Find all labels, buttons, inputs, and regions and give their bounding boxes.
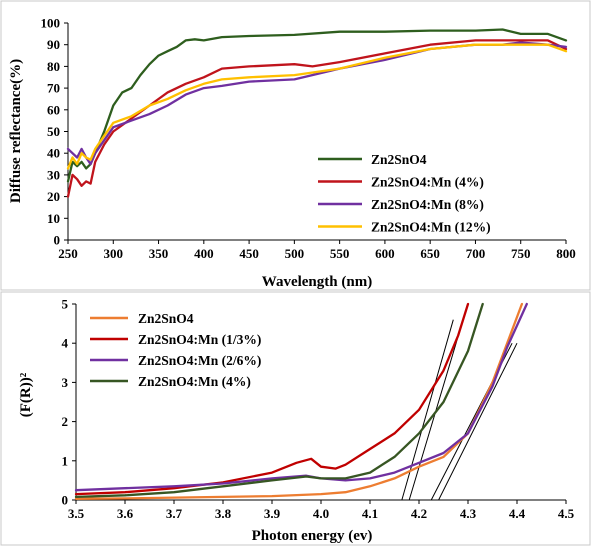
y-tick-label: 60 <box>47 102 60 117</box>
y-tick-label: 30 <box>47 167 60 182</box>
x-tick-label: 4.2 <box>411 506 427 521</box>
y-tick-label: 4 <box>62 336 69 351</box>
reflectance-legend: Zn2SnO4 Zn2SnO4:Mn (4%) Zn2SnO4:Mn (8%) Zn2… <box>318 152 491 235</box>
x-tick-label: 550 <box>330 246 350 261</box>
legend-label-2: Zn2SnO4:Mn (4%) <box>371 175 484 190</box>
reflectance-chart: Zn2SnO4 Zn2SnO4:Mn (4%) Zn2SnO4:Mn (8%) Zn2… <box>8 16 576 291</box>
y-tick-label: 0 <box>62 493 69 508</box>
x-tick-label: 700 <box>466 246 486 261</box>
series-line-2 <box>66 39 568 198</box>
panel-top-frame <box>0 0 591 291</box>
x-tick-label: 250 <box>58 246 78 261</box>
series-line-4 <box>74 302 484 499</box>
y-tick-label: 40 <box>47 146 60 161</box>
x-tick-label: 450 <box>239 246 259 261</box>
x-tick-label: 3.6 <box>117 506 134 521</box>
x-tick-label: 500 <box>285 246 305 261</box>
x-tick-label: 4.1 <box>362 506 378 521</box>
x-tick-label: 3.5 <box>68 506 85 521</box>
series-line-3 <box>66 41 568 166</box>
x-tick-label: 4.3 <box>460 506 477 521</box>
y-tick-label: 3 <box>62 375 69 390</box>
y-tick-label: 10 <box>47 211 60 226</box>
legend-label-4: Zn2SnO4:Mn (4%) <box>138 374 251 389</box>
legend-label-1: Zn2SnO4 <box>371 152 427 167</box>
y-tick-label: 1 <box>62 453 69 468</box>
x-tick-label: 800 <box>556 246 576 261</box>
y-tick-label: 80 <box>47 59 60 74</box>
y-tick-label: 70 <box>47 81 60 96</box>
reflectance-y-axis-label: Diffuse reflectance(%) <box>8 59 24 203</box>
x-tick-label: 3.7 <box>166 506 183 521</box>
series-line-3 <box>74 302 528 492</box>
x-tick-label: 350 <box>149 246 169 261</box>
y-tick-label: 2 <box>62 414 69 429</box>
x-tick-label: 650 <box>420 246 440 261</box>
panel-bottom-frame <box>0 291 591 546</box>
series-line-1 <box>66 28 568 183</box>
legend-label-4: Zn2SnO4:Mn (12%) <box>371 220 491 235</box>
absorption-x-axis-label: Photon energy (ev) <box>252 528 373 544</box>
x-tick-label: 4.4 <box>509 506 526 521</box>
x-tick-label: 4.0 <box>313 506 329 521</box>
x-tick-label: 750 <box>511 246 531 261</box>
series-line-1 <box>74 302 524 500</box>
tangent-line <box>438 342 518 501</box>
reflectance-x-axis-label: Wavelength (nm) <box>262 274 372 290</box>
y-tick-label: 0 <box>54 233 61 248</box>
legend-label-3: Zn2SnO4:Mn (2/6%) <box>138 353 261 368</box>
legend-label-2: Zn2SnO4:Mn (1/3%) <box>138 332 261 347</box>
legend-label-1: Zn2SnO4 <box>138 311 194 326</box>
y-tick-label: 100 <box>41 16 61 31</box>
series-line-4 <box>66 43 568 170</box>
absorption-chart: Zn2SnO4 Zn2SnO4:Mn (1/3%) Zn2SnO4:Mn (2/6%… <box>18 297 575 545</box>
y-tick-label: 5 <box>62 297 69 312</box>
x-tick-label: 400 <box>194 246 214 261</box>
absorption-legend: Zn2SnO4 Zn2SnO4:Mn (1/3%) Zn2SnO4:Mn (2/6%… <box>90 311 261 389</box>
x-tick-label: 4.5 <box>558 506 575 521</box>
y-tick-label: 20 <box>47 189 60 204</box>
x-tick-label: 600 <box>375 246 395 261</box>
x-tick-label: 3.9 <box>264 506 281 521</box>
y-tick-label: 50 <box>47 124 60 139</box>
absorption-y-axis-label: (F(R))² <box>18 372 34 417</box>
x-tick-label: 300 <box>104 246 124 261</box>
legend-label-3: Zn2SnO4:Mn (8%) <box>371 197 484 212</box>
y-tick-label: 90 <box>47 37 60 52</box>
x-tick-label: 3.8 <box>215 506 232 521</box>
